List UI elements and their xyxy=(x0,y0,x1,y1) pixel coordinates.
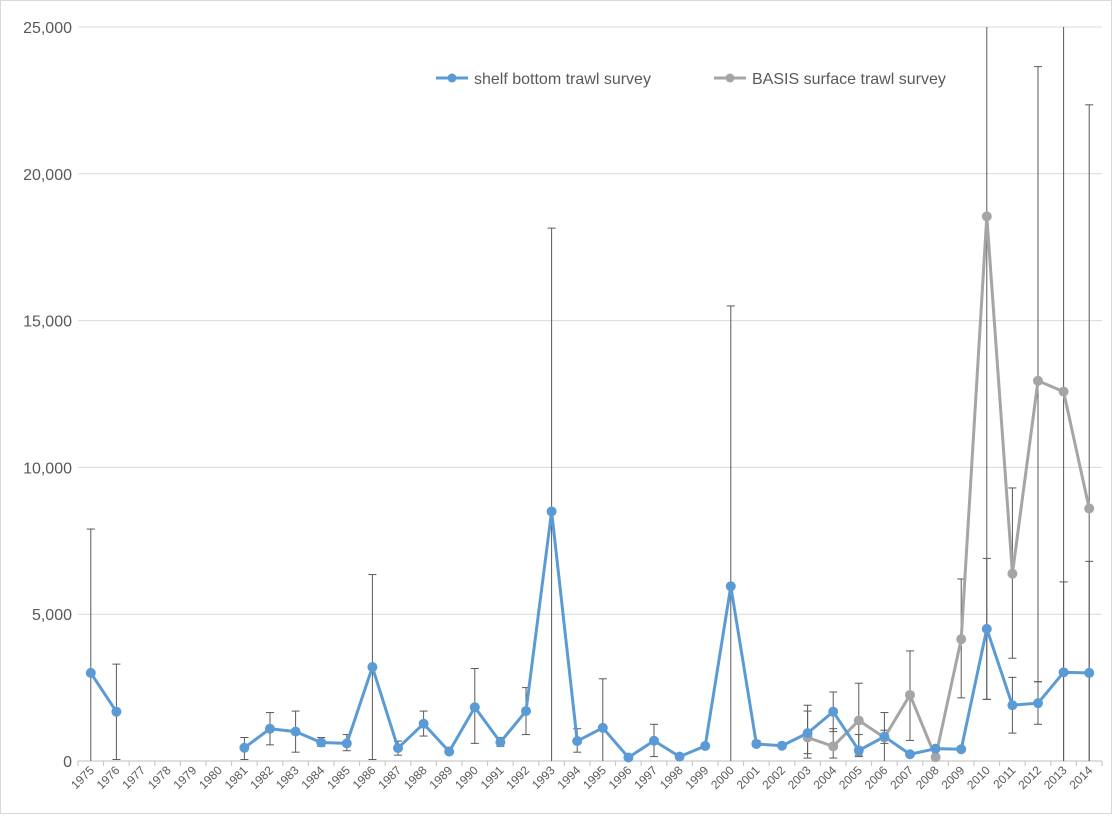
data-point xyxy=(1033,375,1043,386)
data-point xyxy=(469,702,480,713)
data-point xyxy=(981,623,992,634)
data-point xyxy=(316,737,327,748)
data-point xyxy=(828,706,839,717)
data-point xyxy=(1033,698,1043,709)
data-point xyxy=(956,744,967,755)
data-point xyxy=(1084,667,1095,678)
legend-marker xyxy=(725,73,735,83)
y-tick-label: 0 xyxy=(63,754,72,771)
legend-label: shelf bottom trawl survey xyxy=(474,71,651,88)
data-point xyxy=(393,743,403,754)
data-point xyxy=(751,738,762,749)
data-point xyxy=(290,726,301,737)
data-point xyxy=(649,735,659,746)
data-point xyxy=(905,689,915,700)
y-tick-label: 20,000 xyxy=(23,167,72,184)
data-point xyxy=(700,741,711,752)
data-point xyxy=(853,715,864,726)
data-point xyxy=(1007,700,1018,711)
data-point xyxy=(1007,568,1018,579)
data-point xyxy=(623,752,634,763)
y-tick-label: 10,000 xyxy=(23,460,72,477)
data-point xyxy=(802,728,813,739)
data-point xyxy=(341,738,352,749)
data-point xyxy=(828,741,839,752)
data-point xyxy=(239,742,250,753)
data-point xyxy=(1058,667,1069,678)
legend: shelf bottom trawl survey BASIS surface t… xyxy=(436,71,946,88)
legend-label: BASIS surface trawl survey xyxy=(752,71,946,88)
data-point xyxy=(418,718,429,729)
data-point xyxy=(111,706,122,717)
data-point xyxy=(777,740,787,751)
legend-marker xyxy=(447,73,457,83)
data-point xyxy=(546,506,557,517)
data-point xyxy=(444,746,455,757)
gridlines xyxy=(78,26,1102,615)
data-point xyxy=(956,634,967,645)
data-point xyxy=(572,736,583,747)
data-point xyxy=(1084,503,1095,514)
y-tick-label: 5,000 xyxy=(32,607,72,624)
series-markers xyxy=(85,211,1095,763)
data-point xyxy=(905,749,915,760)
data-point xyxy=(853,745,864,756)
y-tick-label: 25,000 xyxy=(23,20,72,37)
data-point xyxy=(495,737,506,748)
data-point xyxy=(879,731,890,742)
data-point xyxy=(930,743,941,754)
data-point xyxy=(85,667,96,678)
data-point xyxy=(981,211,992,222)
data-point xyxy=(367,662,378,673)
y-axis: 0 5,000 10,000 15,000 20,000 25,000 xyxy=(23,20,72,771)
data-point xyxy=(521,706,531,717)
data-point xyxy=(597,722,608,733)
data-point xyxy=(1058,386,1069,397)
series-line xyxy=(89,509,1091,759)
y-tick-label: 15,000 xyxy=(23,314,72,331)
data-point xyxy=(674,751,685,762)
data-point xyxy=(265,723,275,734)
data-point xyxy=(725,581,736,592)
data-point xyxy=(930,752,941,763)
